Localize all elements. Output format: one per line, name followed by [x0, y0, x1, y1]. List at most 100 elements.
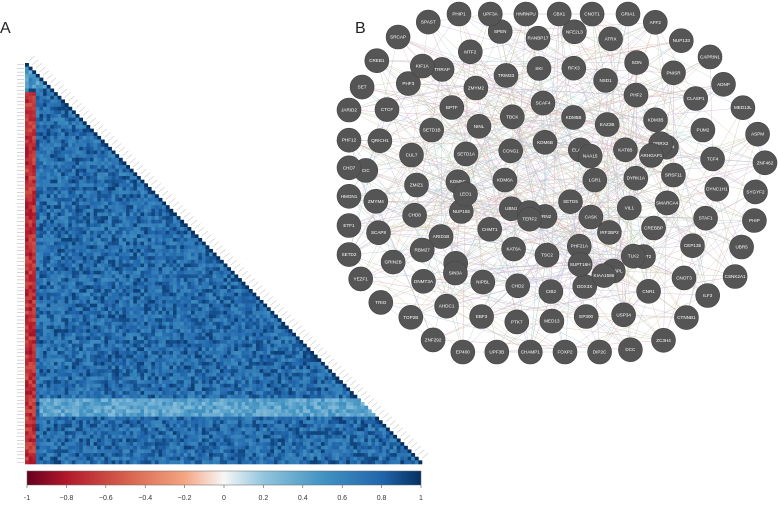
- heatmap-cell: [172, 274, 177, 279]
- heatmap-cell: [79, 205, 84, 210]
- heatmap-cell: [111, 281, 116, 286]
- heatmap-cell: [338, 380, 343, 385]
- heatmap-cell: [133, 332, 138, 337]
- heatmap-cell: [118, 416, 123, 421]
- heatmap-cell: [147, 354, 152, 359]
- heatmap-cell: [68, 139, 73, 144]
- heatmap-cell: [75, 278, 80, 283]
- heatmap-cell: [61, 201, 65, 206]
- heatmap-cell: [93, 354, 98, 359]
- heatmap-cell: [241, 299, 246, 304]
- heatmap-cell: [61, 219, 65, 224]
- heatmap-cell: [50, 227, 55, 231]
- heatmap-cell: [53, 230, 58, 235]
- heatmap-cell: [223, 321, 228, 326]
- heatmap-cell: [180, 241, 185, 246]
- heatmap-cell: [227, 416, 232, 421]
- heatmap-cell: [133, 172, 138, 177]
- heatmap-cell: [53, 135, 58, 140]
- heatmap-cell: [46, 412, 51, 417]
- heatmap-cell: [158, 314, 163, 319]
- heatmap-cell: [108, 398, 112, 403]
- heatmap-cell: [28, 361, 33, 366]
- heatmap-cell: [43, 274, 47, 279]
- heatmap-cell: [50, 154, 55, 159]
- heatmap-cell: [46, 176, 51, 180]
- heatmap-cell: [61, 405, 65, 410]
- heatmap-cell: [357, 402, 361, 406]
- heatmap-cell: [39, 398, 44, 403]
- heatmap-cell: [133, 289, 138, 293]
- heatmap-cell: [198, 289, 203, 293]
- heatmap-cell: [151, 314, 156, 319]
- heatmap-cell: [252, 409, 257, 414]
- heatmap-cell: [64, 197, 69, 202]
- heatmap-cell: [255, 354, 260, 359]
- heatmap-cell: [93, 219, 98, 224]
- heatmap-cell: [144, 285, 149, 290]
- heatmap-cell: [133, 179, 138, 184]
- heatmap-cell: [201, 391, 206, 396]
- heatmap-cell: [115, 383, 120, 388]
- heatmap-cell: [93, 372, 98, 377]
- heatmap-cell: [32, 391, 37, 396]
- heatmap-cell: [57, 190, 62, 195]
- heatmap-cell: [183, 365, 188, 370]
- heatmap-cell: [151, 343, 156, 348]
- heatmap-cell: [86, 354, 91, 359]
- heatmap-cell: [201, 329, 206, 334]
- heatmap-cell: [255, 391, 260, 396]
- heatmap-cell: [284, 409, 289, 414]
- heatmap-cell: [227, 340, 232, 344]
- heatmap-cell: [43, 405, 47, 410]
- heatmap-cell: [313, 391, 318, 396]
- heatmap-cell: [219, 292, 224, 297]
- heatmap-cell: [212, 314, 217, 319]
- heatmap-cell: [147, 336, 152, 341]
- heatmap-cell: [75, 274, 80, 279]
- heatmap-cell: [133, 296, 138, 301]
- heatmap-cell: [187, 347, 192, 352]
- heatmap-cell: [79, 263, 84, 268]
- heatmap-cell: [122, 252, 127, 257]
- heatmap-cell: [162, 350, 167, 355]
- heatmap-cell: [169, 267, 174, 272]
- heatmap-cell: [140, 201, 145, 206]
- heatmap-cell: [255, 296, 260, 301]
- heatmap-cell: [172, 216, 177, 221]
- heatmap-cell: [154, 227, 159, 231]
- heatmap-cell: [122, 383, 127, 388]
- heatmap-cell: [28, 336, 33, 341]
- heatmap-cell: [165, 350, 170, 355]
- heatmap-cell: [302, 405, 307, 410]
- heatmap-cell: [71, 161, 76, 166]
- heatmap-cell: [172, 252, 177, 257]
- heatmap-cell: [104, 343, 109, 348]
- heatmap-cell: [162, 361, 167, 366]
- heatmap-cell: [79, 303, 84, 308]
- heatmap-cell: [270, 409, 275, 414]
- heatmap-cell: [360, 402, 365, 406]
- heatmap-cell: [32, 285, 37, 290]
- heatmap-cell: [205, 329, 210, 334]
- heatmap-cell: [75, 412, 80, 417]
- heatmap-cell: [165, 237, 170, 242]
- heatmap-cell: [61, 350, 65, 355]
- heatmap-cell: [187, 263, 192, 268]
- heatmap-cell: [86, 161, 91, 166]
- heatmap-cell: [89, 252, 94, 257]
- heatmap-cell: [126, 241, 130, 246]
- heatmap-cell: [162, 307, 167, 312]
- heatmap-cell: [183, 369, 188, 374]
- heatmap-cell: [122, 278, 127, 283]
- heatmap-cell: [68, 354, 73, 359]
- heatmap-cell: [230, 307, 235, 312]
- heatmap-cell: [133, 394, 138, 399]
- heatmap-cell: [216, 307, 221, 312]
- heatmap-cell: [169, 387, 174, 392]
- heatmap-cell: [64, 296, 69, 301]
- heatmap-cell: [310, 398, 315, 403]
- heatmap-cell: [176, 310, 181, 315]
- heatmap-cell: [32, 194, 37, 199]
- heatmap-cell: [104, 245, 109, 250]
